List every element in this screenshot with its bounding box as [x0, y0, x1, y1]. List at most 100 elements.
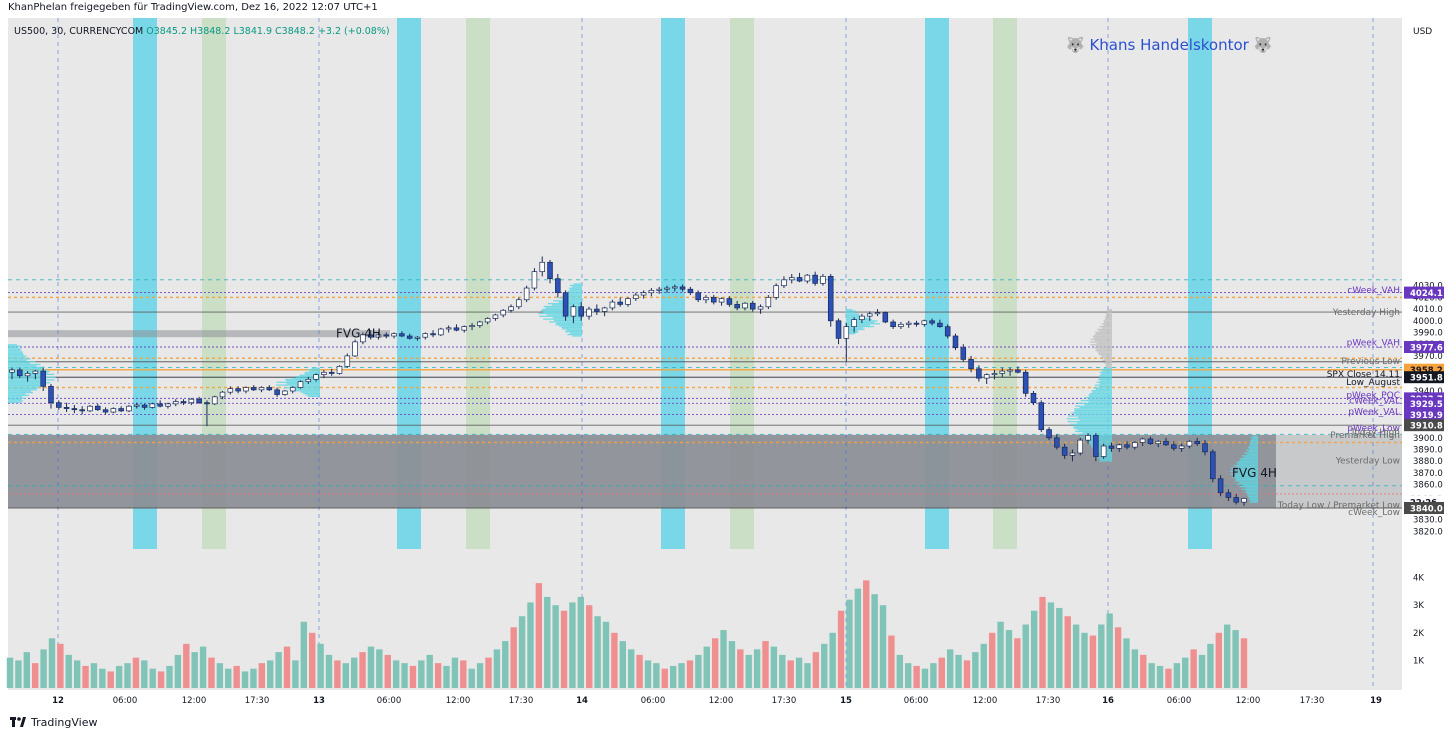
candle-body-88	[695, 292, 701, 301]
candle-body-12	[102, 409, 109, 413]
volume-bar-2	[23, 652, 30, 688]
candle-body-100	[788, 277, 795, 281]
candle-body-103	[812, 274, 818, 284]
candle-body-62	[492, 314, 499, 319]
profile-e-row-27	[1075, 405, 1112, 407]
profile-g-row-43	[1247, 495, 1258, 498]
profile-a-row-39	[8, 398, 22, 401]
x-tick-10: 12:00	[709, 696, 734, 706]
candle-body-30	[243, 387, 249, 392]
close-value: C3848.2	[275, 26, 315, 37]
volume-bar-76	[644, 660, 652, 688]
volume-bar-109	[921, 668, 929, 688]
candle-body-8	[71, 408, 78, 411]
candle-body-148	[1163, 440, 1169, 446]
volume-bar-83	[703, 646, 710, 688]
profile-c-row-35	[570, 332, 582, 334]
profile-c-row-11	[562, 298, 582, 301]
profile-b-row-1	[307, 369, 320, 371]
volume-bar-74	[628, 649, 635, 688]
profile-f-row-24	[1096, 342, 1112, 345]
tradingview-brand[interactable]: TradingView	[10, 716, 97, 729]
chart-canvas[interactable]: cWeek_VAH Yesterday High pWeek_VAH Previous…	[0, 0, 1456, 712]
time-axis[interactable]: 12 06:00 12:00 17:30 13 06:00 12:00 17:30 14 06:0…	[52, 696, 1382, 706]
profile-e-row-50	[1088, 437, 1112, 440]
profile-g-row-28	[1235, 474, 1258, 477]
profile-e-row-16	[1091, 390, 1112, 392]
profile-c-row-30	[559, 325, 582, 327]
profile-f-row-38	[1103, 362, 1112, 364]
symbol-label[interactable]: US500, 30, CURRENCYCOM	[14, 26, 144, 37]
profile-g-row-17	[1240, 459, 1258, 461]
volume-bar-50	[426, 654, 433, 688]
profile-g-row-36	[1239, 486, 1258, 488]
volume-bar-70	[594, 616, 601, 688]
brand-label: TradingView	[31, 716, 98, 729]
level-label-6: pWeek_POC	[1346, 391, 1400, 401]
x-tick-19: 17:30	[1300, 696, 1325, 706]
share-header: KhanPhelan freigegeben für TradingView.c…	[8, 2, 378, 13]
y-tick-21: 3820.0	[1413, 527, 1443, 537]
profile-a-row-15	[8, 365, 37, 367]
volume-bar-145	[1224, 624, 1231, 688]
price-label-6: 3919.9	[1410, 411, 1443, 421]
y-tick-3: 4000.0	[1413, 317, 1443, 327]
profile-e-row-2	[1102, 370, 1112, 372]
profile-f-row-13	[1101, 327, 1112, 329]
level-label-12: Yesterday Low	[1335, 457, 1400, 467]
volume-bar-99	[837, 610, 845, 688]
candle-body-85	[672, 286, 678, 289]
profile-g-row-47	[1249, 501, 1258, 503]
profile-g-row-4	[1250, 441, 1258, 443]
candle-body-47	[375, 334, 382, 338]
profile-f-row-8	[1103, 320, 1112, 322]
volume-bar-54	[460, 660, 467, 688]
profile-g-row-9	[1248, 448, 1258, 450]
volume-bar-64	[544, 596, 551, 688]
profile-c-row-3	[569, 287, 582, 289]
candle-body-16	[133, 404, 140, 407]
level-labels: cWeek_VAH Yesterday High pWeek_VAH Previous…	[1277, 286, 1401, 518]
candle-body-60	[477, 321, 483, 326]
level-label-1: Yesterday High	[1332, 308, 1400, 318]
profile-c-row-6	[567, 291, 582, 294]
profile-f-row-40	[1105, 365, 1112, 367]
profile-e-row-65	[1099, 458, 1112, 461]
price-label-box-10	[1404, 502, 1444, 514]
profile-b-row-8	[284, 378, 320, 381]
profile-d-row-10	[846, 323, 881, 325]
profile-c-row-28	[556, 322, 582, 324]
volume-bar-119	[1005, 630, 1013, 688]
profile-g-row-25	[1230, 470, 1258, 472]
candle-body-51	[406, 335, 413, 339]
profile-e-row-44	[1077, 429, 1112, 431]
candle-body-19	[157, 403, 163, 407]
profile-f-row-3	[1105, 313, 1112, 315]
x-tick-2: 12:00	[182, 696, 207, 706]
volume-bar-41	[350, 657, 358, 688]
candle-body-67	[531, 271, 538, 289]
candle-body-149	[1171, 444, 1177, 449]
profile-a-row-24	[8, 377, 42, 380]
volume-bar-32	[275, 652, 282, 688]
candle-body-101	[796, 277, 803, 282]
profile-e-row-30	[1074, 409, 1112, 412]
profile-e-row-28	[1079, 406, 1112, 409]
price-axis[interactable]: 4030.04020.04010.04000.03990.03980.03970…	[1403, 282, 1445, 667]
volume-bar-138	[1165, 668, 1172, 688]
candle-body-61	[484, 318, 491, 323]
profile-e-row-64	[1097, 457, 1112, 459]
volume-bar-112	[947, 649, 954, 688]
volume-bar-75	[636, 654, 643, 688]
profile-a-row-3	[8, 348, 22, 350]
profile-a-row-23	[8, 376, 56, 378]
profile-d-row-4	[846, 314, 860, 317]
volume-bar-4	[40, 649, 47, 688]
volume-bar-133	[1123, 638, 1130, 688]
volume-bar-1	[15, 660, 22, 688]
profile-e-row-39	[1076, 422, 1112, 424]
profile-f-row-23	[1090, 341, 1112, 343]
profile-a-row-33	[8, 390, 32, 392]
volume-bar-146	[1232, 630, 1239, 688]
profile-b-row-2	[309, 370, 320, 372]
